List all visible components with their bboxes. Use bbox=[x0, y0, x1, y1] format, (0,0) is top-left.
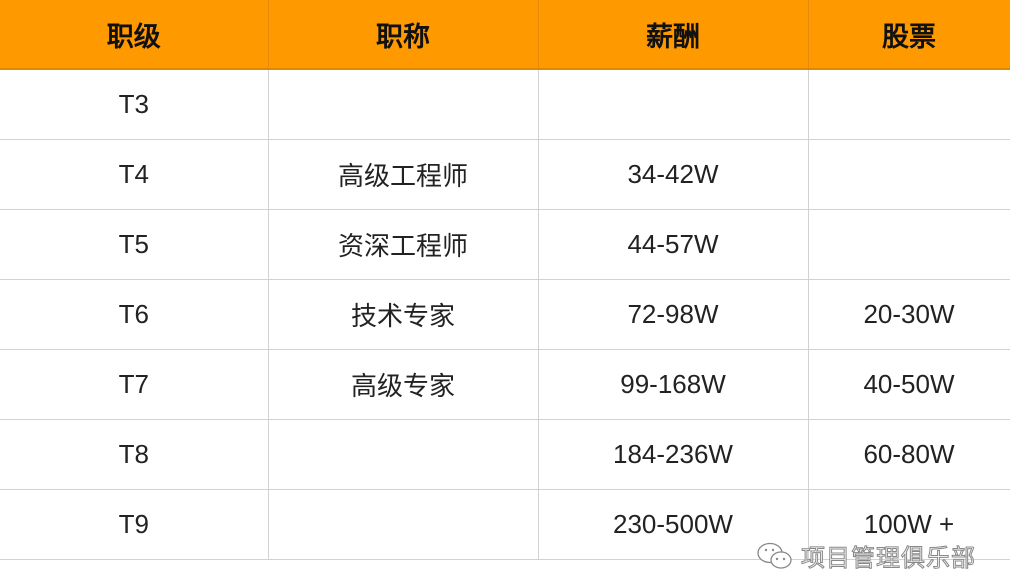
cell-salary bbox=[537, 68, 809, 140]
cell-title: 技术专家 bbox=[267, 279, 539, 350]
table-row: T4 高级工程师 34-42W bbox=[0, 139, 1010, 210]
cell-stock bbox=[807, 68, 1010, 140]
cell-salary: 34-42W bbox=[537, 139, 809, 210]
cell-stock bbox=[807, 139, 1010, 210]
header-salary: 薪酬 bbox=[538, 0, 809, 70]
cell-level: T7 bbox=[0, 349, 269, 420]
cell-level: T6 bbox=[0, 279, 269, 350]
cell-title bbox=[267, 419, 539, 490]
table-row: T6 技术专家 72-98W 20-30W bbox=[0, 279, 1010, 350]
cell-stock: 60-80W bbox=[807, 419, 1010, 490]
header-title: 职称 bbox=[268, 0, 539, 70]
cell-level: T8 bbox=[0, 419, 269, 490]
watermark: 项目管理俱乐部 bbox=[755, 538, 976, 573]
watermark-text: 项目管理俱乐部 bbox=[801, 545, 976, 573]
cell-level: T4 bbox=[0, 139, 269, 210]
cell-salary: 184-236W bbox=[537, 419, 809, 490]
cell-title: 高级专家 bbox=[267, 349, 539, 420]
cell-stock: 100W + bbox=[807, 489, 1010, 560]
cell-level: T3 bbox=[0, 68, 269, 140]
wechat-icon bbox=[757, 542, 792, 569]
cell-title bbox=[267, 489, 539, 560]
header-stock: 股票 bbox=[808, 0, 1010, 70]
cell-salary: 99-168W bbox=[537, 349, 809, 420]
cell-level: T5 bbox=[0, 209, 269, 280]
cell-title: 高级工程师 bbox=[267, 139, 539, 210]
header-row: 职级 职称 薪酬 股票 bbox=[0, 0, 1010, 70]
cell-title bbox=[267, 68, 539, 140]
cell-stock: 40-50W bbox=[807, 349, 1010, 420]
cell-title: 资深工程师 bbox=[267, 209, 539, 280]
cell-salary: 72-98W bbox=[537, 279, 809, 350]
table-row: T9 230-500W 100W + bbox=[0, 489, 1010, 560]
cell-stock: 20-30W bbox=[807, 279, 1010, 350]
table-row: T3 bbox=[0, 68, 1010, 140]
cell-stock bbox=[807, 209, 1010, 280]
cell-level: T9 bbox=[0, 489, 269, 560]
table-row: T8 184-236W 60-80W bbox=[0, 419, 1010, 490]
table-row: T7 高级专家 99-168W 40-50W bbox=[0, 349, 1010, 420]
cell-salary: 44-57W bbox=[537, 209, 809, 280]
header-level: 职级 bbox=[0, 0, 269, 70]
table-row: T5 资深工程师 44-57W bbox=[0, 209, 1010, 280]
salary-table: 职级 职称 薪酬 股票 T3 T4 高级工程师 34-42W T5 资深工程师 44-57W… bbox=[0, 0, 1010, 560]
